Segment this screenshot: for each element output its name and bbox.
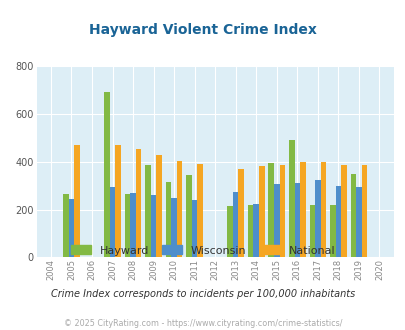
Bar: [124, 194, 130, 257]
Bar: [136, 148, 141, 257]
Bar: [109, 187, 115, 257]
Text: Crime Index corresponds to incidents per 100,000 inhabitants: Crime Index corresponds to incidents per…: [51, 289, 354, 299]
Bar: [258, 167, 264, 257]
Bar: [340, 165, 346, 257]
Bar: [74, 145, 79, 257]
Bar: [186, 175, 192, 257]
Bar: [150, 195, 156, 257]
Text: © 2025 CityRating.com - https://www.cityrating.com/crime-statistics/: © 2025 CityRating.com - https://www.city…: [64, 319, 341, 328]
Bar: [238, 169, 243, 257]
Bar: [309, 205, 314, 257]
Bar: [192, 200, 197, 257]
Bar: [115, 145, 121, 257]
Bar: [273, 184, 279, 257]
Bar: [361, 165, 367, 257]
Bar: [171, 198, 177, 257]
Legend: Hayward, Wisconsin, National: Hayward, Wisconsin, National: [66, 241, 339, 260]
Bar: [253, 204, 258, 257]
Bar: [279, 165, 284, 257]
Bar: [314, 180, 320, 257]
Bar: [335, 185, 340, 257]
Bar: [156, 154, 162, 257]
Bar: [68, 199, 74, 257]
Bar: [130, 193, 136, 257]
Bar: [350, 174, 355, 257]
Bar: [232, 192, 238, 257]
Bar: [227, 206, 232, 257]
Bar: [268, 163, 273, 257]
Bar: [355, 187, 361, 257]
Bar: [299, 162, 305, 257]
Bar: [247, 205, 253, 257]
Bar: [63, 194, 68, 257]
Bar: [288, 140, 294, 257]
Text: Hayward Violent Crime Index: Hayward Violent Crime Index: [89, 23, 316, 37]
Bar: [145, 165, 150, 257]
Bar: [197, 164, 202, 257]
Bar: [177, 160, 182, 257]
Bar: [329, 205, 335, 257]
Bar: [165, 182, 171, 257]
Bar: [320, 162, 325, 257]
Bar: [294, 183, 299, 257]
Bar: [104, 92, 109, 257]
